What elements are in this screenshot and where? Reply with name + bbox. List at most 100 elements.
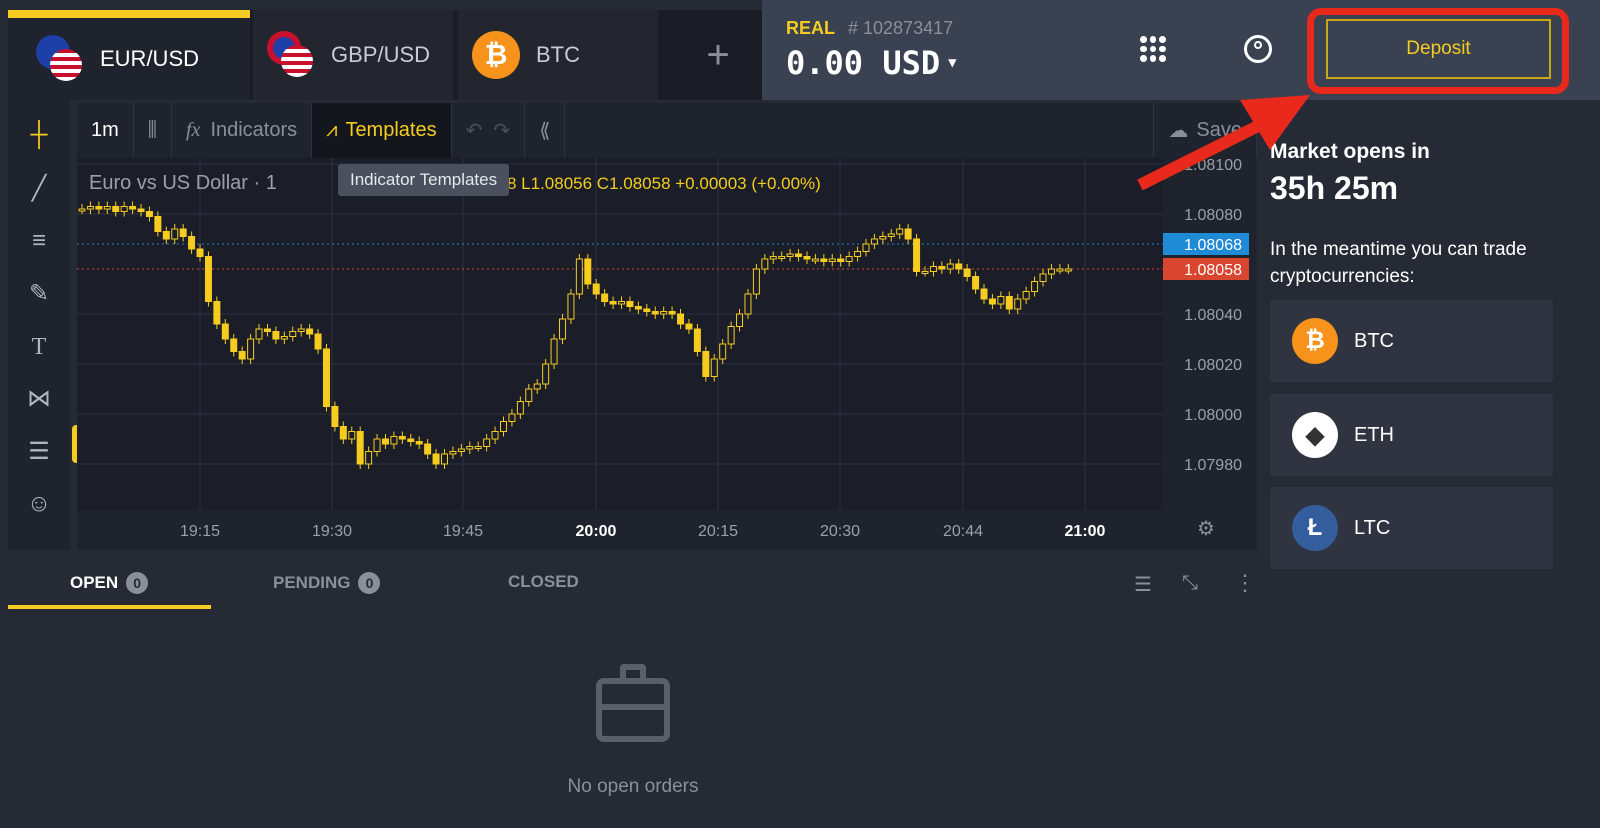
tab-label: PENDING xyxy=(273,573,351,592)
candle xyxy=(567,293,575,320)
templates-icon: ⩘ xyxy=(326,119,338,141)
crypto-ltc[interactable]: Ł LTC xyxy=(1270,487,1553,569)
count-badge: 0 xyxy=(126,572,149,594)
candle xyxy=(752,268,760,295)
layout-icon[interactable]: ☰ xyxy=(1134,574,1152,596)
candle xyxy=(997,296,1005,305)
indicators-label: Indicators xyxy=(210,119,298,141)
tab-label: OPEN xyxy=(70,573,119,592)
count-badge: 0 xyxy=(358,572,381,594)
candle xyxy=(508,413,516,422)
candle xyxy=(154,216,162,232)
candle xyxy=(972,276,980,290)
candle xyxy=(887,233,895,237)
candle xyxy=(171,228,179,240)
candle xyxy=(845,256,853,262)
candle xyxy=(204,256,212,302)
candle xyxy=(331,406,339,427)
candle xyxy=(314,333,322,350)
candle xyxy=(643,308,651,312)
price-label: 1.08058 xyxy=(1184,262,1242,279)
btc-icon: ₿ xyxy=(1292,318,1338,364)
x-tick-label: 20:30 xyxy=(820,523,860,540)
candlestick-chart[interactable]: 19:15 19:30 19:45 20:00 20:15 20:30 20:44 21:00… xyxy=(77,157,1257,550)
tab-closed[interactable]: CLOSED xyxy=(508,572,579,592)
candle xyxy=(339,426,347,440)
tab-open[interactable]: OPEN 0 xyxy=(70,572,149,594)
candle xyxy=(929,266,937,272)
interval-button[interactable]: 1m xyxy=(77,103,134,158)
tab-label: BTC xyxy=(536,42,580,67)
redo-icon: ↷ xyxy=(493,120,511,142)
candle xyxy=(525,388,533,402)
candle xyxy=(660,311,668,315)
balance-dropdown[interactable]: 0.00 USD ▼ xyxy=(786,44,957,82)
candle xyxy=(272,331,280,340)
crypto-label: BTC xyxy=(1354,329,1394,352)
more-menu-icon[interactable]: ⋮ xyxy=(1234,570,1256,595)
candle xyxy=(297,328,305,332)
collapse-icon[interactable]: ⤡ xyxy=(1182,572,1198,594)
candle xyxy=(651,311,659,315)
caret-down-icon: ▼ xyxy=(948,55,957,71)
brush-icon[interactable]: ✎ xyxy=(28,280,50,307)
crypto-btc[interactable]: ₿ BTC xyxy=(1270,300,1553,382)
settings-gear-icon[interactable]: ⚙ xyxy=(1197,518,1215,540)
add-tab-button[interactable]: + xyxy=(678,10,758,100)
candle xyxy=(1022,291,1030,300)
chart-toolbar: 1m ⫼ fx Indicators ⩘ Templates ↶ ↷ ⟪ ☁ Save xyxy=(77,103,1257,158)
candle xyxy=(559,318,567,340)
undo-redo[interactable]: ↶ ↷ xyxy=(452,103,526,158)
candle xyxy=(744,293,752,315)
lines-icon[interactable]: ≡ xyxy=(31,227,46,254)
candle xyxy=(677,313,685,325)
candle xyxy=(145,211,153,217)
undo-icon: ↶ xyxy=(465,120,483,142)
pattern-icon[interactable]: ⋈ xyxy=(27,385,51,412)
x-tick-label: 19:45 xyxy=(443,523,483,540)
candle xyxy=(500,421,507,432)
candle xyxy=(221,323,229,340)
market-countdown: 35h 25m xyxy=(1270,170,1399,206)
candle xyxy=(162,231,170,240)
profile-icon[interactable] xyxy=(1244,35,1272,63)
candle xyxy=(727,326,735,345)
tab-gbp-usd[interactable]: GBP/USD xyxy=(253,10,453,100)
eth-icon: ◆ xyxy=(1292,412,1338,458)
candle xyxy=(828,258,836,262)
candle xyxy=(988,298,996,305)
candle xyxy=(255,328,263,340)
apps-grid-icon[interactable] xyxy=(1140,36,1166,62)
candle xyxy=(769,256,777,260)
candle xyxy=(896,228,904,235)
crypto-label: LTC xyxy=(1354,516,1391,539)
tab-eur-usd[interactable]: EUR/USD xyxy=(8,10,250,100)
smiley-icon[interactable]: ☺ xyxy=(26,490,52,517)
tab-label: EUR/USD xyxy=(100,46,200,71)
tab-pending[interactable]: PENDING 0 xyxy=(273,572,381,594)
templates-button[interactable]: ⩘ Templates xyxy=(312,103,452,158)
candle xyxy=(626,301,634,307)
price-chart[interactable]: 19:15 19:30 19:45 20:00 20:15 20:30 20:44 21:00… xyxy=(77,157,1257,550)
deposit-button[interactable]: Deposit xyxy=(1326,19,1551,79)
tab-label: CLOSED xyxy=(508,572,579,591)
candle xyxy=(533,383,541,390)
rewind-button[interactable]: ⟪ xyxy=(525,103,566,158)
tab-btc[interactable]: ₿ BTC xyxy=(458,10,658,100)
price-label: 1.08068 xyxy=(1184,237,1242,254)
gbp-usd-flag-icon xyxy=(267,31,315,79)
indicators-button[interactable]: fx Indicators xyxy=(172,103,313,158)
candles-icon: ⫼ xyxy=(147,119,157,141)
text-icon[interactable]: T xyxy=(31,334,47,360)
asset-tabs: EUR/USD GBP/USD ₿ BTC + xyxy=(8,10,762,100)
candle xyxy=(474,446,482,449)
candle xyxy=(575,258,583,295)
trend-line-icon[interactable]: ╱ xyxy=(31,175,47,202)
crosshair-icon[interactable]: ┼ xyxy=(30,121,48,148)
account-type: REAL xyxy=(786,18,835,38)
candle xyxy=(592,283,600,295)
candle xyxy=(584,258,592,285)
crypto-eth[interactable]: ◆ ETH xyxy=(1270,394,1553,476)
chart-type-button[interactable]: ⫼ xyxy=(134,103,172,158)
measure-icon[interactable]: ☰ xyxy=(28,438,50,465)
